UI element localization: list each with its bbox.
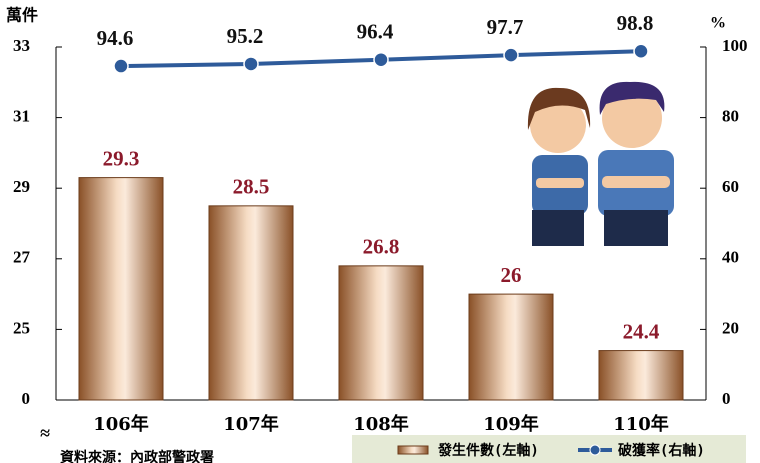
x-tick-label: 106年 xyxy=(93,413,149,435)
x-tick-label: 107年 xyxy=(223,413,279,435)
bar xyxy=(338,265,424,401)
bar xyxy=(598,350,684,401)
source-note: 資料來源：內政部警政署 xyxy=(60,449,214,463)
line-value-label: 95.2 xyxy=(227,24,264,48)
bar-value-label: 26 xyxy=(501,263,522,287)
legend-label: 發生件數(左軸) xyxy=(437,442,539,459)
y2-tick-label: 20 xyxy=(722,318,739,337)
y2-tick-label: 0 xyxy=(722,389,731,408)
line-marker xyxy=(503,47,519,63)
y-tick-label: 29 xyxy=(13,177,30,196)
y-tick-label: 25 xyxy=(13,318,30,337)
bar-value-label: 28.5 xyxy=(233,175,270,199)
bar xyxy=(468,293,554,401)
line-marker xyxy=(633,43,649,59)
line-marker xyxy=(243,56,259,72)
y2-unit: % xyxy=(710,15,726,32)
y2-tick-label: 80 xyxy=(722,107,739,126)
line-marker xyxy=(373,51,389,68)
bar-value-label: 24.4 xyxy=(623,319,660,343)
y-tick-label: 33 xyxy=(13,36,30,55)
y-unit: 萬件 xyxy=(6,6,38,25)
legend-swatch xyxy=(397,445,429,455)
bar xyxy=(78,177,164,401)
bar-value-label: 29.3 xyxy=(103,146,140,170)
y-tick-label: 27 xyxy=(13,248,31,267)
y2-tick-label: 60 xyxy=(722,177,739,196)
y2-tick-label: 100 xyxy=(722,36,748,55)
y-tick-label: 31 xyxy=(13,107,30,126)
line-value-label: 97.7 xyxy=(487,15,524,39)
x-tick-label: 108年 xyxy=(353,413,409,435)
line-value-label: 98.8 xyxy=(617,11,654,35)
line-marker xyxy=(113,58,129,74)
legend-marker xyxy=(589,444,601,456)
illustration xyxy=(527,81,674,246)
bar-value-label: 26.8 xyxy=(363,235,400,259)
line-value-label: 94.6 xyxy=(97,26,134,50)
y2-tick-label: 40 xyxy=(722,248,739,267)
legend-label: 破獲率(右軸) xyxy=(618,442,705,459)
line-value-label: 96.4 xyxy=(357,20,394,44)
bar xyxy=(208,205,294,401)
axis-break: ≈ xyxy=(40,423,50,443)
x-tick-label: 109年 xyxy=(483,413,539,435)
x-tick-label: 110年 xyxy=(613,413,669,435)
y-tick-label: 0 xyxy=(22,389,31,408)
